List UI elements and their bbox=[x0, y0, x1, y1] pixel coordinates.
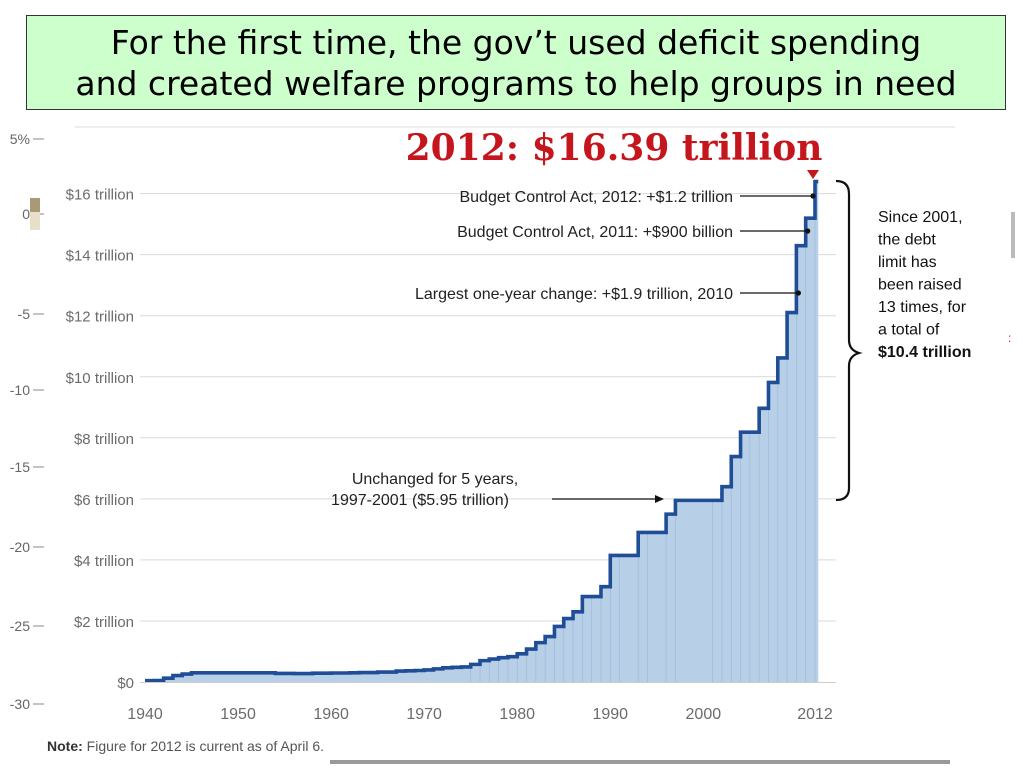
series-area bbox=[145, 181, 819, 682]
background-bar-dark bbox=[30, 198, 40, 212]
x-axis: 1940 1950 1960 1970 1980 1990 2000 2012 bbox=[127, 706, 833, 723]
annotation-dot bbox=[805, 228, 811, 234]
x-tick-label: 2012 bbox=[797, 706, 833, 723]
x-tick-label: 1990 bbox=[592, 706, 628, 723]
side-note-line: been raised bbox=[878, 277, 962, 294]
background-axis-label: 5% bbox=[10, 131, 30, 147]
annotation-label: Unchanged for 5 years, bbox=[352, 471, 518, 488]
background-bar-right bbox=[1011, 212, 1015, 258]
bottom-shadow bbox=[330, 760, 950, 764]
slide-title-line-1: For the first time, the gov’t used defic… bbox=[110, 22, 922, 62]
background-axis-label: -15 bbox=[10, 459, 30, 475]
note-label: Note: bbox=[47, 738, 83, 754]
side-note-total: $10.4 trillion bbox=[878, 344, 971, 361]
annotation-label: Largest one-year change: +$1.9 trillion,… bbox=[415, 286, 733, 303]
side-note-line: the debt bbox=[878, 232, 936, 249]
y-tick-label: $14 trillion bbox=[66, 248, 134, 265]
annotation-label: 1997-2001 ($5.95 trillion) bbox=[331, 492, 509, 509]
background-axis-label: -5 bbox=[18, 306, 31, 322]
side-note-line: Since 2001, bbox=[878, 209, 963, 226]
x-tick-label: 1980 bbox=[499, 706, 535, 723]
x-tick-label: 1960 bbox=[313, 706, 349, 723]
annotation-dot bbox=[810, 193, 816, 199]
y-tick-label: $10 trillion bbox=[66, 370, 134, 387]
chart-note: Note: Figure for 2012 is current as of A… bbox=[47, 738, 324, 754]
side-note-line: 13 times, for bbox=[878, 299, 967, 316]
annotations: Budget Control Act, 2012: +$1.2 trillion… bbox=[331, 189, 816, 509]
background-axis-label: 0 bbox=[22, 206, 30, 222]
x-tick-label: 1950 bbox=[220, 706, 256, 723]
series-line bbox=[145, 179, 819, 683]
side-note: Since 2001, the debt limit has been raised 1… bbox=[878, 209, 971, 361]
headline-marker bbox=[807, 170, 819, 179]
debt-limit-chart: 5% 0 -5 -10 -15 -20 -25 -30 2012: $16.39 trilli… bbox=[10, 126, 1015, 764]
annotation-arrowhead bbox=[655, 495, 664, 503]
background-axis-label: -10 bbox=[10, 382, 30, 398]
y-tick-label: $8 trillion bbox=[74, 431, 134, 448]
background-axis-label: -20 bbox=[10, 539, 30, 555]
background-bar-light bbox=[30, 212, 40, 230]
y-tick-label: $6 trillion bbox=[74, 492, 134, 509]
y-axis: $0 $2 trillion $4 trillion $6 trillion $8 tr… bbox=[66, 187, 134, 692]
annotation-label: Budget Control Act, 2012: +$1.2 trillion bbox=[459, 189, 733, 206]
y-tick-label: $4 trillion bbox=[74, 553, 134, 570]
side-note-line: a total of bbox=[878, 322, 940, 339]
plot-area bbox=[140, 179, 836, 683]
y-tick-label: $0 bbox=[117, 675, 134, 692]
background-mark-right: : bbox=[1008, 331, 1011, 345]
background-axis: 5% 0 -5 -10 -15 -20 -25 -30 bbox=[10, 131, 44, 712]
x-tick-label: 2000 bbox=[686, 706, 722, 723]
slide-title-line-2: and created welfare programs to help gro… bbox=[75, 63, 957, 103]
y-tick-label: $2 trillion bbox=[74, 614, 134, 631]
note-text: Figure for 2012 is current as of April 6… bbox=[83, 738, 324, 754]
side-brace bbox=[835, 179, 863, 502]
x-tick-label: 1970 bbox=[406, 706, 442, 723]
chart-title: 2012: $16.39 trillion bbox=[406, 127, 823, 169]
y-tick-label: $12 trillion bbox=[66, 309, 134, 326]
annotation-dot bbox=[795, 290, 801, 296]
side-note-line: limit has bbox=[878, 254, 937, 271]
annotation-label: Budget Control Act, 2011: +$900 billion bbox=[457, 224, 733, 241]
background-axis-label: -30 bbox=[10, 696, 30, 712]
y-tick-label: $16 trillion bbox=[66, 187, 134, 204]
background-axis-label: -25 bbox=[10, 618, 30, 634]
x-tick-label: 1940 bbox=[127, 706, 163, 723]
slide-title: For the first time, the gov’t used defic… bbox=[26, 15, 1006, 110]
